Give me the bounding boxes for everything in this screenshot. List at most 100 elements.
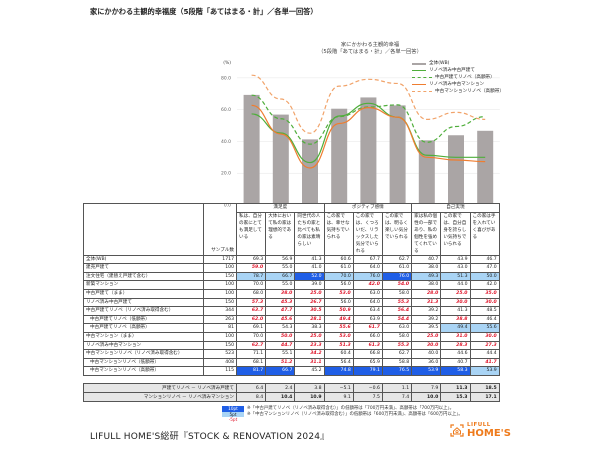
table-row: 中古マンションリノベ（リノベ済み取得含む） 523 71.1 55.1 34.2 60.4… [83,349,500,359]
diff-cell: −5.1 [323,383,354,393]
bar [448,135,464,205]
table-cell: 70.0 [235,331,267,342]
bar [331,108,348,205]
table-cell: 38.0 [265,288,296,299]
table-cell: 44.4 [469,349,500,359]
table-row: 中古マンションリノベ（低額帯） 408 68.1 51.2 31.1 56.4 65.9 58… [83,357,500,368]
diff-cell: 2.4 [265,383,296,393]
table-cell: 36.0 [411,357,442,368]
row-label: 全体(WB) [83,254,204,265]
table-cell: 58.0 [381,288,413,299]
legend-swatch [412,84,426,85]
sample-count: 1717 [203,254,237,265]
question-header: この家では、自分自身を誇らしい気持ちでいられる [440,211,471,256]
table-cell: 61.7 [352,323,383,333]
table-cell: 46.4 [469,314,500,325]
table-cell: 41.3 [440,306,471,316]
table-cell: 41.3 [294,254,325,265]
table-row: 中古マンションリノベ（高額帯） 115 81.7 66.7 45.2 74.8 79.1 76… [83,366,500,376]
table-row: 新築マンション 100 70.0 55.0 39.0 56.0 42.0 54.0 38.0 44… [83,280,500,290]
diff-cell: 15.3 [440,392,471,402]
table-cell: 41.7 [469,357,500,368]
table-row: 全体(WB) 1717 69.3 56.9 41.3 60.6 67.7 62.7 40.7 43… [83,254,500,265]
table-cell: 78.7 [235,271,267,282]
diff-cell: 7.5 [352,392,383,402]
diff-cell: 17.1 [469,392,500,402]
question-header: 大体において私の家は理想的である [265,211,296,256]
table-cell: 43.9 [440,254,471,265]
table-cell: 46.7 [469,254,500,265]
table-cell: 56.9 [265,254,296,265]
sample-count: 100 [203,331,237,342]
table-cell: 61.0 [323,263,354,273]
sample-count: 100 [203,280,237,290]
table-row: 中古戸建てリノベ（高額帯） 81 69.1 54.3 38.3 55.6 61.7 63.0 3… [83,323,500,333]
table-cell: 67.7 [352,254,383,265]
table-cell: 71.1 [235,349,267,359]
question-header: この家は手を入れていく喜びがある [469,211,500,256]
table-cell: 60.6 [323,254,354,265]
legend-swatch [412,62,426,65]
table-cell: 25.0 [294,288,325,299]
table-cell: 51.3 [440,271,471,282]
table-cell: 53.9 [411,366,442,376]
diff-cell: 1.1 [381,383,413,393]
table-cell: 55.0 [265,280,296,290]
bar [477,130,494,205]
table-cell: 44.0 [440,280,471,290]
table-cell: 40.0 [411,349,442,359]
table-cell: 30.5 [294,306,325,316]
table-cell: 56.0 [323,297,354,308]
table-cell: 66.7 [265,366,296,376]
table-cell: 31.3 [411,297,442,308]
diff-cell: 7.4 [381,392,413,402]
svg-text:(%): (%) [223,60,231,66]
table-cell: 54.4 [381,314,413,325]
table-cell: 39.2 [411,306,442,316]
table-cell: 23.3 [294,340,325,351]
table-cell: 41.0 [294,263,325,273]
table-cell: 45.6 [265,314,296,325]
table-row: 中古戸建てリノベ（低額帯） 263 62.0 45.6 28.1 49.4 63.9 54.4… [83,314,500,325]
table-cell: 59.0 [235,263,267,273]
diff-table: 戸建てリノベ － リノベ済み戸建て 6.4 2.4 3.8 −5.1 −0.6 1.1 7.9… [83,383,500,402]
row-label: 中古戸建てリノベ（リノベ済み取得含む） [83,306,204,316]
table-cell: 44.6 [440,349,471,359]
sample-count: 150 [203,297,237,308]
table-cell: 39.5 [411,323,442,333]
table-cell: 49.4 [323,314,354,325]
color-key: 10pt 5pt -5pt [222,406,244,423]
table-cell: 51.2 [265,357,296,368]
table-cell: 48.5 [469,306,500,316]
question-header: 家は私の個性の一部であり、私の個性を強めてくれている [411,211,442,256]
combo-chart: 0.020.040.060.080.0(%) [221,60,500,209]
legend-label: リノベ済み中古戸建て [429,68,475,73]
table-cell: 64.0 [352,297,383,308]
legend-item: リノベ済み中古戸建て [412,67,504,74]
sample-count: 523 [203,349,237,359]
table-cell: 47.7 [265,306,296,316]
table-cell: 57.3 [235,297,267,308]
table-cell: 28.3 [440,340,471,351]
group-header: 自己実現 [411,203,500,213]
diff-row: 戸建てリノベ － リノベ済み戸建て 6.4 2.4 3.8 −5.1 −0.6 1.1 7.9… [83,383,500,393]
table-cell: 63.9 [352,314,383,325]
chart-title-line1: 家にかかわる主観的幸福 [340,42,400,48]
sample-count: 263 [203,314,237,325]
logo-small-text: LIFULL [467,422,491,428]
row-label: リノベ済み中古マンション [83,340,204,351]
page-title: 家にかかわる主観的幸福度（5段階「あてはまる・計」／各単一回答） [90,7,318,16]
question-header: 私は、自分の家にとても満足している [235,211,267,256]
table-cell: 63.7 [235,306,267,316]
footnote-2: ※「中古マンションリノベ（リノベ済み取得含む）」の低額帯は「600万円未満」、高… [247,412,463,417]
svg-text:80.0: 80.0 [221,75,231,81]
table-cell: 53.9 [469,366,500,376]
table-cell: 63.0 [352,288,383,299]
sample-count: 344 [203,306,237,316]
question-header: この家では、幸せな気持ちでいられる [323,211,354,256]
table-cell: 30.0 [469,331,500,342]
data-table: サンプル数 満足度 ポジティブ感情 自己実現 私は、自分の家にとても満足している 大体にお… [83,203,500,376]
table-cell: 62.7 [235,340,267,351]
table-cell: 68.0 [235,288,267,299]
row-label: 中古マンション（まま） [83,331,204,342]
